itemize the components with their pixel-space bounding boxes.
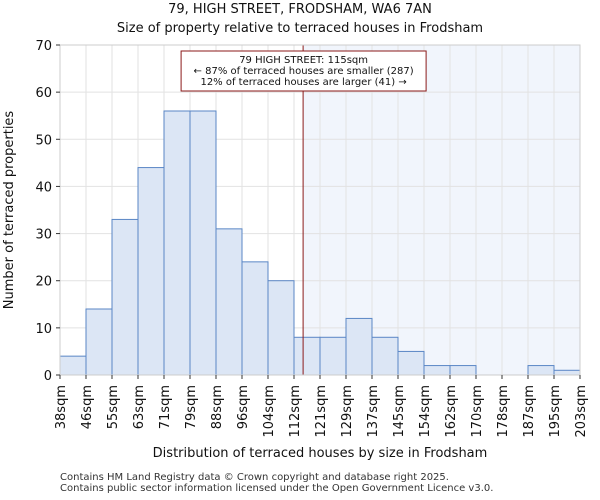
x-tick-label: 79sqm [184, 385, 199, 429]
x-tick-label: 121sqm [314, 385, 329, 438]
x-tick-label: 55sqm [106, 385, 121, 429]
histogram-bar [163, 110, 191, 376]
highlight-region [303, 45, 580, 375]
x-tick-label: 46sqm [80, 385, 95, 429]
x-tick-label: 154sqm [418, 385, 433, 438]
chart-title: 79, HIGH STREET, FRODSHAM, WA6 7AN [168, 2, 432, 17]
histogram-bar [397, 350, 425, 376]
x-tick-label: 137sqm [366, 385, 381, 438]
footer-line-1: Contains HM Land Registry data © Crown c… [60, 472, 449, 483]
x-tick-label: 170sqm [470, 385, 485, 438]
histogram-bar [267, 280, 295, 376]
histogram-bar [137, 167, 165, 376]
x-tick-label: 203sqm [574, 385, 589, 438]
histogram-bar [293, 336, 321, 376]
histogram-bar [449, 365, 477, 376]
chart-subtitle: Size of property relative to terraced ho… [116, 21, 484, 36]
y-tick-label: 0 [44, 369, 52, 384]
histogram-bar [527, 365, 555, 376]
x-tick-label: 112sqm [288, 385, 303, 438]
annotation-box [180, 50, 427, 92]
x-tick-label: 145sqm [392, 385, 407, 438]
x-axis-label: Distribution of terraced houses by size … [153, 446, 488, 461]
x-tick-label: 71sqm [158, 385, 173, 429]
x-tick-label: 187sqm [522, 385, 537, 438]
histogram-bar [111, 218, 139, 376]
x-tick-label: 96sqm [236, 385, 251, 429]
marker-annotation: 79 HIGH STREET: 115sqm ← 87% of terraced… [180, 50, 427, 92]
y-tick-label: 30 [35, 228, 52, 243]
y-tick-label: 20 [35, 275, 52, 290]
y-tick-label: 10 [35, 322, 52, 337]
histogram-bar [553, 369, 581, 376]
x-tick-label: 104sqm [262, 385, 277, 438]
histogram-bar [85, 308, 113, 376]
x-tick-label: 195sqm [548, 385, 563, 438]
x-tick-label: 162sqm [444, 385, 459, 438]
histogram-bar [59, 355, 87, 376]
annotation-line-1: 79 HIGH STREET: 115sqm [239, 55, 368, 66]
x-tick-label: 38sqm [54, 385, 69, 429]
histogram-bar [371, 336, 399, 376]
x-tick-label: 129sqm [340, 385, 355, 438]
y-axis-ticks: 0 10 20 30 40 50 60 70 [35, 39, 60, 384]
y-tick-label: 60 [35, 86, 52, 101]
annotation-line-2: ← 87% of terraced houses are smaller (28… [194, 66, 414, 77]
bars [59, 110, 581, 376]
y-tick-label: 70 [35, 39, 52, 54]
y-tick-label: 40 [35, 180, 52, 195]
y-axis-label: Number of terraced properties [2, 111, 17, 310]
x-tick-label: 178sqm [496, 385, 511, 438]
footer-line-2: Contains public sector information licen… [60, 483, 494, 494]
histogram-bar [241, 261, 269, 376]
annotation-line-3: 12% of terraced houses are larger (41) → [200, 77, 406, 88]
histogram-bar [189, 110, 217, 376]
x-tick-label: 63sqm [132, 385, 147, 429]
histogram-bar [423, 365, 451, 376]
histogram-bar [319, 336, 347, 376]
histogram-bar [345, 317, 373, 376]
x-axis-ticks: 38sqm 46sqm 55sqm 63sqm 71sqm 79sqm 88sqm 96sqm… [54, 375, 589, 438]
histogram-bar [215, 228, 243, 376]
y-tick-label: 50 [35, 133, 52, 148]
x-tick-label: 88sqm [210, 385, 225, 429]
